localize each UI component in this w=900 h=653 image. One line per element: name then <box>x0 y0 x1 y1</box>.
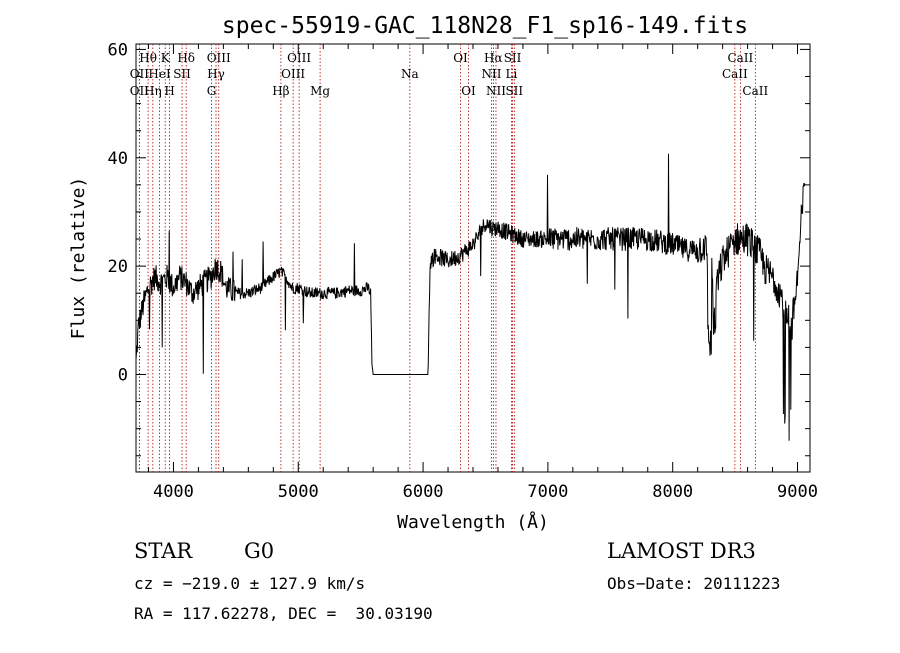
x-tick-label: 5000 <box>278 482 319 502</box>
line-marker-label: OII <box>130 67 150 81</box>
y-tick-label: 20 <box>108 257 128 277</box>
x-tick-label: 8000 <box>652 482 693 502</box>
line-marker-label: OIII <box>207 51 231 65</box>
line-marker-label: G <box>207 84 217 98</box>
line-marker-label: CaII <box>727 51 753 65</box>
line-marker-label: NII <box>481 67 501 81</box>
y-axis-label: Flux (relative) <box>68 177 89 340</box>
x-tick-label: 7000 <box>527 482 568 502</box>
x-tick-label: 6000 <box>403 482 444 502</box>
line-marker-label: OI <box>453 51 468 65</box>
y-tick-label: 40 <box>108 149 128 169</box>
line-marker-label: HeI <box>148 67 171 81</box>
line-marker-label: NII <box>486 84 506 98</box>
line-marker-label: H <box>164 84 174 98</box>
y-tick-label: 60 <box>108 40 128 60</box>
line-marker-label: Hθ <box>139 51 157 65</box>
line-marker-label: Hβ <box>272 84 289 98</box>
x-tick-label: 9000 <box>777 482 818 502</box>
line-marker-label: OIII <box>287 51 311 65</box>
line-marker-label: OII <box>130 84 150 98</box>
line-marker-label: Hγ <box>207 67 225 81</box>
line-marker-label: OIII <box>281 67 305 81</box>
object-class: STAR <box>134 539 193 563</box>
line-marker-label: SII <box>173 67 191 81</box>
coordinates-text: RA = 117.62278, DEC = 30.03190 <box>134 604 433 623</box>
line-marker-label: SII <box>504 51 522 65</box>
line-marker-label: Mg <box>310 84 330 98</box>
line-marker-label: CaII <box>742 84 768 98</box>
chart-title: spec-55919-GAC_118N28_F1_sp16-149.fits <box>222 13 748 39</box>
line-marker-label: OI <box>461 84 476 98</box>
x-axis-label: Wavelength (Å) <box>397 511 549 533</box>
plot-frame <box>135 43 811 473</box>
obs-date-text: Obs−Date: 20111223 <box>607 574 781 593</box>
survey-label: LAMOST DR3 <box>607 539 756 563</box>
line-marker-label: CaII <box>722 67 748 81</box>
line-marker-label: Li <box>506 67 518 81</box>
line-marker-label: K <box>161 51 171 65</box>
object-subclass: G0 <box>244 539 275 563</box>
line-marker-label: Hδ <box>177 51 195 65</box>
line-marker-label: Na <box>401 67 419 81</box>
redshift-text: cz = −219.0 ± 127.9 km/s <box>134 574 366 593</box>
line-marker-label: SII <box>505 84 523 98</box>
spectrum-line <box>135 153 806 441</box>
line-marker-label: Hα <box>484 51 503 65</box>
line-marker-label: Hη <box>144 84 162 98</box>
x-tick-label: 4000 <box>153 482 194 502</box>
y-tick-label: 0 <box>118 365 128 385</box>
